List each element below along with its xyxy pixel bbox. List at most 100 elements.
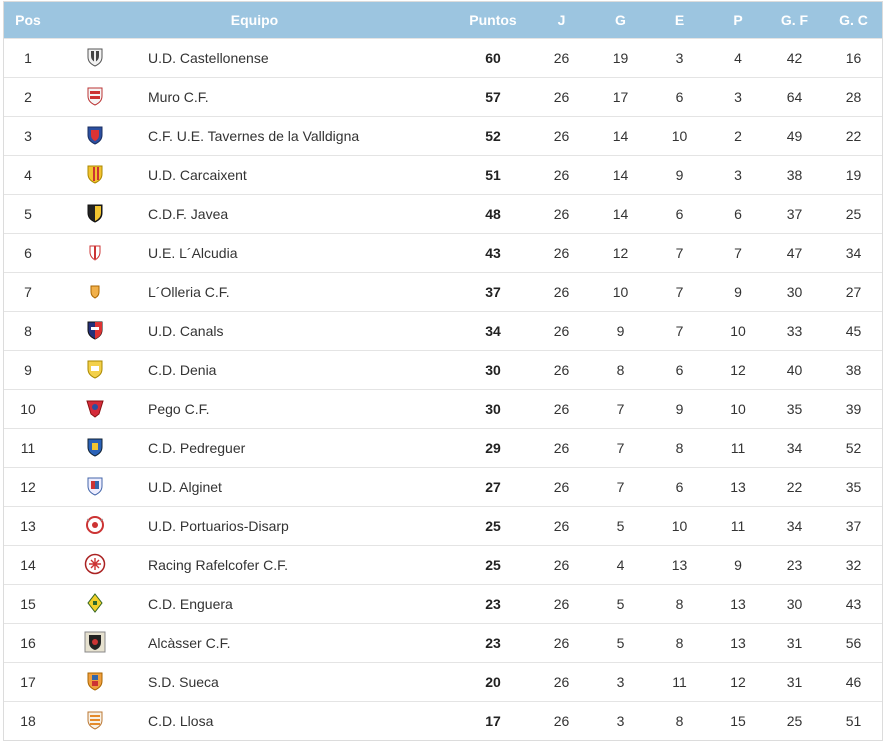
team-crest-icon-shape (84, 631, 105, 652)
team-played: 26 (529, 155, 594, 195)
team-crest-icon-shape (87, 321, 102, 340)
team-crest-icon-shape (89, 722, 100, 725)
team-name[interactable]: Pego C.F. (137, 389, 457, 429)
table-row: 1 U.D. Castellonense 60 26 19 3 4 42 16 (4, 38, 882, 78)
crest-cell (52, 584, 137, 624)
team-crest-icon-shape (90, 480, 95, 489)
team-crest-icon (86, 86, 104, 109)
team-crest-icon-shape (87, 48, 102, 67)
team-goals-against: 19 (825, 155, 882, 195)
row-position: 7 (4, 272, 52, 312)
team-points: 51 (457, 155, 529, 195)
team-crest-icon-shape (86, 592, 103, 613)
team-name[interactable]: U.D. Castellonense (137, 38, 457, 78)
crest-cell (52, 155, 137, 195)
team-lost: 3 (712, 155, 764, 195)
header-played: J (529, 2, 594, 39)
team-name[interactable]: C.D. Enguera (137, 584, 457, 624)
team-crest-icon-shape (89, 245, 100, 261)
team-name[interactable]: C.D. Llosa (137, 701, 457, 740)
team-crest-icon-shape (85, 515, 104, 534)
team-drawn: 8 (647, 701, 712, 740)
team-drawn: 8 (647, 584, 712, 624)
team-crest-icon (86, 437, 104, 460)
team-lost: 11 (712, 428, 764, 468)
table-row: 4 U.D. Carcaixent 51 26 14 9 3 38 19 (4, 155, 882, 195)
team-crest-icon (86, 320, 104, 343)
team-lost: 10 (712, 311, 764, 351)
team-goals-against: 35 (825, 467, 882, 507)
team-name[interactable]: U.E. L´Alcudia (137, 233, 457, 273)
team-name[interactable]: C.F. U.E. Tavernes de la Valldigna (137, 116, 457, 156)
team-points: 37 (457, 272, 529, 312)
team-played: 26 (529, 389, 594, 429)
team-crest-icon (86, 710, 104, 733)
team-goals-for: 42 (764, 38, 825, 78)
team-crest-icon (88, 243, 102, 264)
team-goals-for: 38 (764, 155, 825, 195)
team-won: 7 (594, 389, 647, 429)
team-name[interactable]: C.D. Pedreguer (137, 428, 457, 468)
table-row: 17 S.D. Sueca 20 26 3 11 12 31 46 (4, 662, 882, 702)
team-name[interactable]: U.D. Portuarios-Disarp (137, 506, 457, 546)
team-name[interactable]: Racing Rafelcofer C.F. (137, 545, 457, 585)
team-goals-for: 34 (764, 506, 825, 546)
team-points: 34 (457, 311, 529, 351)
team-goals-for: 23 (764, 545, 825, 585)
team-drawn: 7 (647, 311, 712, 351)
crest-cell (52, 623, 137, 663)
team-goals-against: 56 (825, 623, 882, 663)
crest-cell (52, 506, 137, 546)
team-name[interactable]: U.D. Alginet (137, 467, 457, 507)
team-name[interactable]: S.D. Sueca (137, 662, 457, 702)
table-row: 7 L´Olleria C.F. 37 26 10 7 9 30 27 (4, 272, 882, 312)
team-played: 26 (529, 233, 594, 273)
team-name[interactable]: L´Olleria C.F. (137, 272, 457, 312)
team-played: 26 (529, 467, 594, 507)
team-name[interactable]: C.D.F. Javea (137, 194, 457, 234)
team-lost: 11 (712, 506, 764, 546)
crest-cell (52, 467, 137, 507)
row-position: 16 (4, 623, 52, 663)
team-crest-icon (84, 553, 106, 578)
header-gf: G. F (764, 2, 825, 39)
team-won: 14 (594, 194, 647, 234)
team-points: 25 (457, 506, 529, 546)
team-name[interactable]: Alcàsser C.F. (137, 623, 457, 663)
team-lost: 12 (712, 662, 764, 702)
team-crest-icon-shape (87, 360, 102, 379)
team-goals-against: 22 (825, 116, 882, 156)
team-crest-icon-shape (87, 204, 102, 223)
crest-cell (52, 545, 137, 585)
team-goals-for: 30 (764, 584, 825, 624)
team-won: 14 (594, 155, 647, 195)
team-won: 12 (594, 233, 647, 273)
team-crest-icon-shape (89, 718, 100, 721)
team-goals-for: 35 (764, 389, 825, 429)
team-crest-icon (85, 398, 105, 421)
team-drawn: 8 (647, 623, 712, 663)
team-crest-icon-shape (91, 442, 98, 450)
team-goals-against: 32 (825, 545, 882, 585)
crest-cell (52, 233, 137, 273)
team-won: 14 (594, 116, 647, 156)
table-row: 3 C.F. U.E. Tavernes de la Valldigna 52 26 1… (4, 116, 882, 156)
team-points: 30 (457, 350, 529, 390)
team-played: 26 (529, 311, 594, 351)
team-lost: 3 (712, 77, 764, 117)
table-row: 15 C.D. Enguera 23 26 5 8 13 30 43 (4, 584, 882, 624)
team-name[interactable]: C.D. Denia (137, 350, 457, 390)
row-position: 11 (4, 428, 52, 468)
team-name[interactable]: U.D. Carcaixent (137, 155, 457, 195)
table-row: 12 U.D. Alginet 27 26 7 6 13 22 35 (4, 467, 882, 507)
team-crest-icon-shape (91, 521, 98, 528)
team-goals-for: 30 (764, 272, 825, 312)
team-won: 3 (594, 662, 647, 702)
row-position: 15 (4, 584, 52, 624)
team-played: 26 (529, 545, 594, 585)
team-name[interactable]: U.D. Canals (137, 311, 457, 351)
team-name[interactable]: Muro C.F. (137, 77, 457, 117)
team-drawn: 9 (647, 155, 712, 195)
team-crest-icon-shape (90, 365, 99, 371)
team-drawn: 13 (647, 545, 712, 585)
